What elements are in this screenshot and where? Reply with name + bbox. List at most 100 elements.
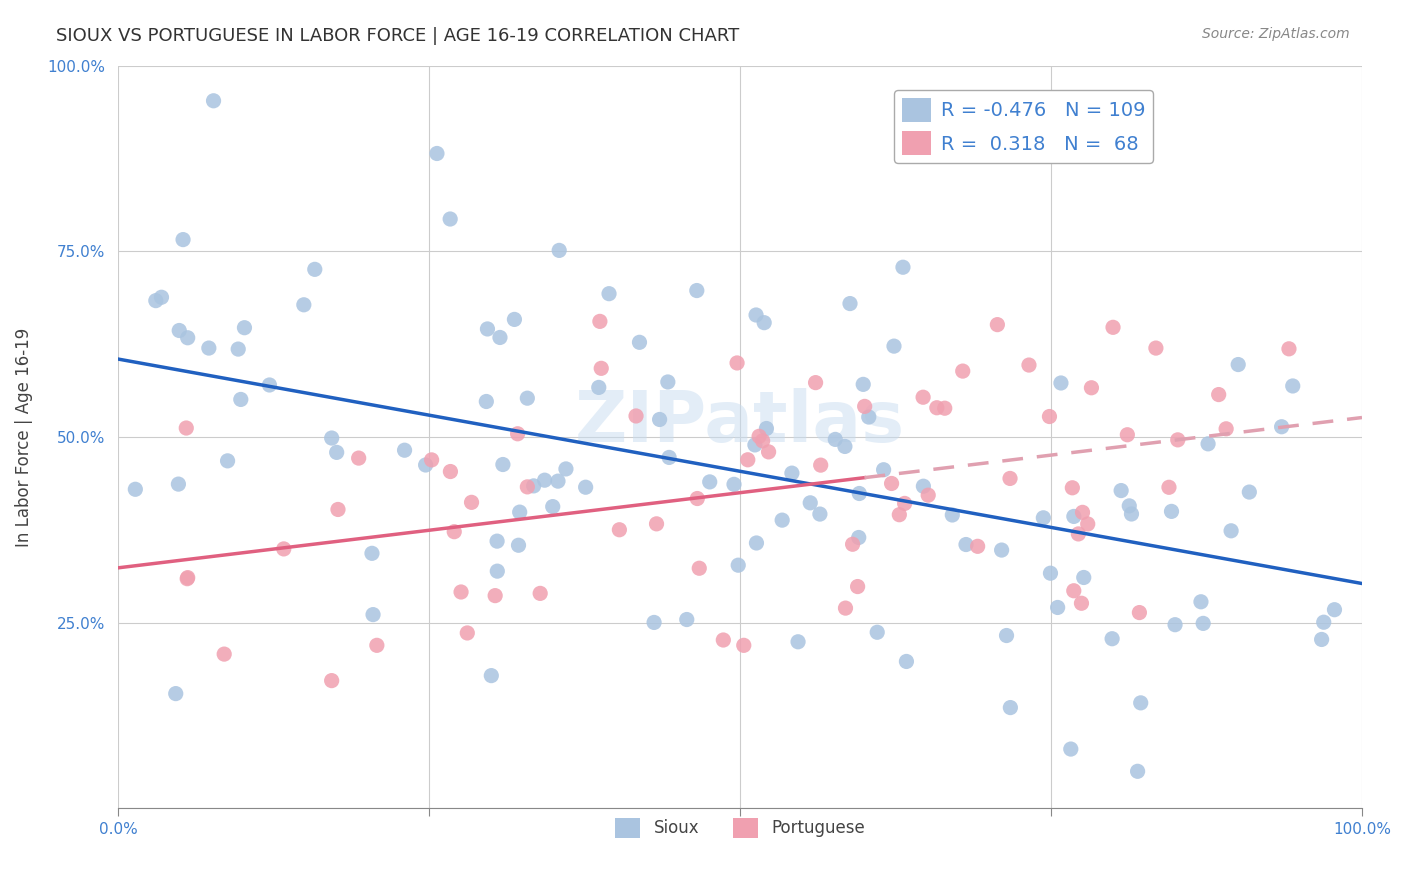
Point bbox=[591, 361, 613, 376]
Point bbox=[1227, 358, 1250, 372]
Point bbox=[841, 537, 863, 551]
Point bbox=[523, 479, 546, 493]
Point bbox=[484, 589, 506, 603]
Point bbox=[1073, 570, 1095, 584]
Point bbox=[686, 284, 709, 298]
Legend: Sioux, Portuguese: Sioux, Portuguese bbox=[609, 811, 872, 845]
Point bbox=[804, 376, 827, 390]
Point bbox=[858, 410, 880, 425]
Point bbox=[1038, 409, 1060, 424]
Point bbox=[426, 146, 449, 161]
Point bbox=[1220, 524, 1243, 538]
Point bbox=[780, 466, 803, 480]
Point bbox=[439, 212, 461, 227]
Y-axis label: In Labor Force | Age 16-19: In Labor Force | Age 16-19 bbox=[15, 327, 32, 547]
Point bbox=[1063, 509, 1085, 524]
Point bbox=[292, 298, 315, 312]
Point bbox=[321, 431, 343, 445]
Point bbox=[212, 647, 235, 661]
Point bbox=[1128, 606, 1150, 620]
Point bbox=[628, 335, 651, 350]
Point bbox=[1060, 742, 1083, 756]
Point bbox=[810, 458, 832, 472]
Point bbox=[486, 534, 509, 549]
Point bbox=[727, 558, 749, 573]
Point bbox=[326, 502, 349, 516]
Point bbox=[955, 537, 977, 551]
Point bbox=[1157, 480, 1180, 494]
Point bbox=[489, 330, 512, 344]
Point bbox=[912, 479, 935, 493]
Point bbox=[529, 586, 551, 600]
Point bbox=[896, 655, 918, 669]
Point bbox=[1189, 595, 1212, 609]
Point bbox=[799, 496, 821, 510]
Point bbox=[995, 628, 1018, 642]
Point bbox=[541, 500, 564, 514]
Point bbox=[1144, 341, 1167, 355]
Point bbox=[1050, 376, 1073, 390]
Point bbox=[758, 445, 780, 459]
Point bbox=[1046, 600, 1069, 615]
Point bbox=[744, 438, 766, 452]
Point bbox=[1281, 379, 1303, 393]
Point bbox=[394, 443, 416, 458]
Point bbox=[172, 233, 194, 247]
Point bbox=[1129, 696, 1152, 710]
Point bbox=[1323, 603, 1346, 617]
Point bbox=[1239, 485, 1261, 500]
Point bbox=[1167, 433, 1189, 447]
Point bbox=[787, 634, 810, 648]
Point bbox=[1102, 320, 1125, 334]
Point bbox=[1000, 700, 1022, 714]
Point bbox=[124, 483, 146, 497]
Point bbox=[456, 626, 478, 640]
Point bbox=[366, 638, 388, 652]
Point bbox=[1312, 615, 1334, 630]
Point bbox=[420, 453, 443, 467]
Point bbox=[1208, 387, 1230, 401]
Point bbox=[176, 331, 198, 345]
Point bbox=[198, 341, 221, 355]
Point bbox=[145, 293, 167, 308]
Point bbox=[808, 507, 831, 521]
Point bbox=[770, 513, 793, 527]
Point bbox=[361, 546, 384, 560]
Point bbox=[1039, 566, 1062, 581]
Point bbox=[167, 324, 190, 338]
Point bbox=[755, 421, 778, 435]
Point bbox=[1126, 764, 1149, 779]
Point bbox=[848, 486, 870, 500]
Point bbox=[723, 477, 745, 491]
Point bbox=[912, 390, 935, 404]
Point bbox=[733, 638, 755, 652]
Point bbox=[167, 477, 190, 491]
Point bbox=[883, 339, 905, 353]
Point bbox=[688, 561, 710, 575]
Point bbox=[516, 480, 538, 494]
Point bbox=[1278, 342, 1301, 356]
Point bbox=[624, 409, 647, 423]
Point bbox=[648, 412, 671, 426]
Point bbox=[711, 632, 734, 647]
Point bbox=[325, 445, 347, 459]
Point bbox=[824, 433, 846, 447]
Point bbox=[645, 516, 668, 531]
Point bbox=[745, 536, 768, 550]
Point bbox=[737, 452, 759, 467]
Point bbox=[509, 505, 531, 519]
Point bbox=[575, 480, 598, 494]
Point bbox=[415, 458, 437, 472]
Point bbox=[853, 400, 876, 414]
Point bbox=[321, 673, 343, 688]
Point bbox=[852, 377, 875, 392]
Point bbox=[361, 607, 384, 622]
Point bbox=[990, 543, 1012, 558]
Point bbox=[1071, 505, 1094, 519]
Point bbox=[588, 380, 610, 394]
Point bbox=[1101, 632, 1123, 646]
Point bbox=[1164, 617, 1187, 632]
Point bbox=[439, 465, 461, 479]
Point bbox=[941, 508, 963, 522]
Point bbox=[998, 471, 1021, 485]
